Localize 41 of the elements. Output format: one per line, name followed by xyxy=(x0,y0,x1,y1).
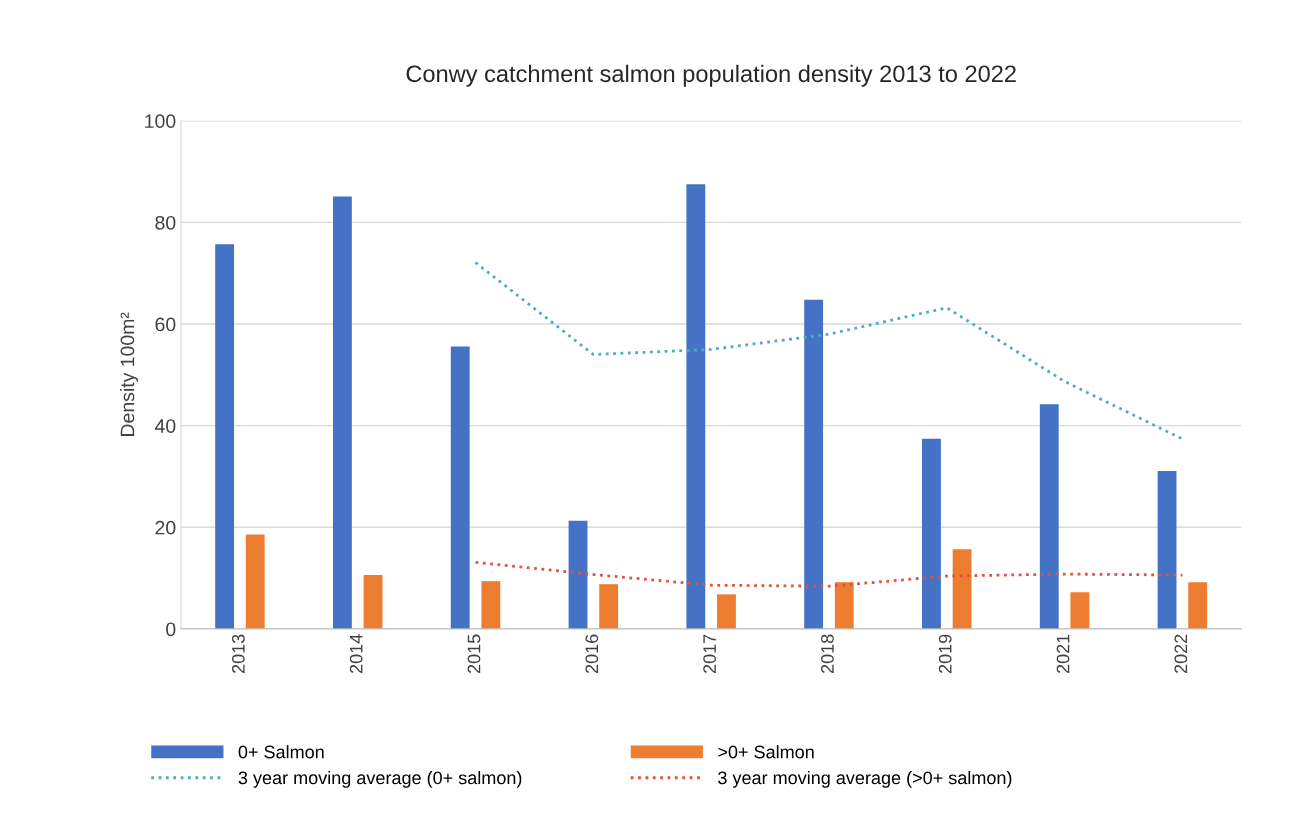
chart-title: Conwy catchment salmon population density 2013 to 2022 xyxy=(406,64,1016,87)
x-tick-label: 2018 xyxy=(821,634,834,674)
bar xyxy=(599,584,619,629)
y-tick-label: 0 xyxy=(166,622,176,637)
legend-label: 0+ Salmon xyxy=(238,745,324,759)
bar xyxy=(568,520,588,629)
bar xyxy=(481,581,501,629)
x-tick-label: 2013 xyxy=(231,634,245,674)
x-tick-label: 2021 xyxy=(1056,634,1070,674)
bar xyxy=(804,299,824,629)
legend-label: 3 year moving average (0+ salmon) xyxy=(238,770,522,788)
bar xyxy=(363,575,383,629)
bar xyxy=(834,582,854,629)
y-tick-label: 60 xyxy=(155,317,176,332)
x-tick-label: 2015 xyxy=(467,634,481,674)
y-axis-title: Density 100m² xyxy=(120,312,139,436)
bar xyxy=(922,438,941,629)
legend-label: 3 year moving average (>0+ salmon) xyxy=(718,770,1012,788)
bar xyxy=(332,196,352,629)
bar xyxy=(215,244,235,629)
bar xyxy=(686,184,706,629)
line-series xyxy=(474,261,1184,441)
x-tick-label: 2022 xyxy=(1174,634,1188,674)
x-tick-label: 2019 xyxy=(938,634,952,674)
bar xyxy=(1157,470,1177,629)
y-tick-label: 20 xyxy=(155,520,176,535)
bar xyxy=(717,594,736,629)
bar xyxy=(1188,582,1208,629)
x-tick-label: 2017 xyxy=(703,634,716,674)
x-tick-label: 2014 xyxy=(349,634,363,674)
bar xyxy=(245,534,265,629)
bar xyxy=(952,549,972,629)
y-tick-label: 40 xyxy=(154,419,176,433)
bar xyxy=(450,346,470,629)
bar xyxy=(1039,404,1059,629)
y-tick-label: 100 xyxy=(145,114,176,129)
x-tick-label: 2016 xyxy=(585,634,599,674)
line-series xyxy=(474,560,1184,588)
legend-label: >0+ Salmon xyxy=(718,745,814,759)
y-tick-label: 80 xyxy=(155,215,176,230)
bar xyxy=(1070,592,1090,629)
